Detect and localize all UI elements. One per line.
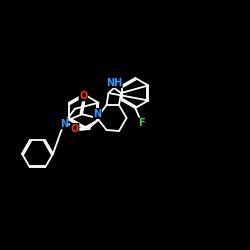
Text: N: N <box>94 108 102 118</box>
Text: NH: NH <box>106 78 122 88</box>
Text: O: O <box>70 124 79 134</box>
Text: F: F <box>138 118 145 128</box>
Text: O: O <box>79 91 88 101</box>
Text: N: N <box>60 119 68 129</box>
